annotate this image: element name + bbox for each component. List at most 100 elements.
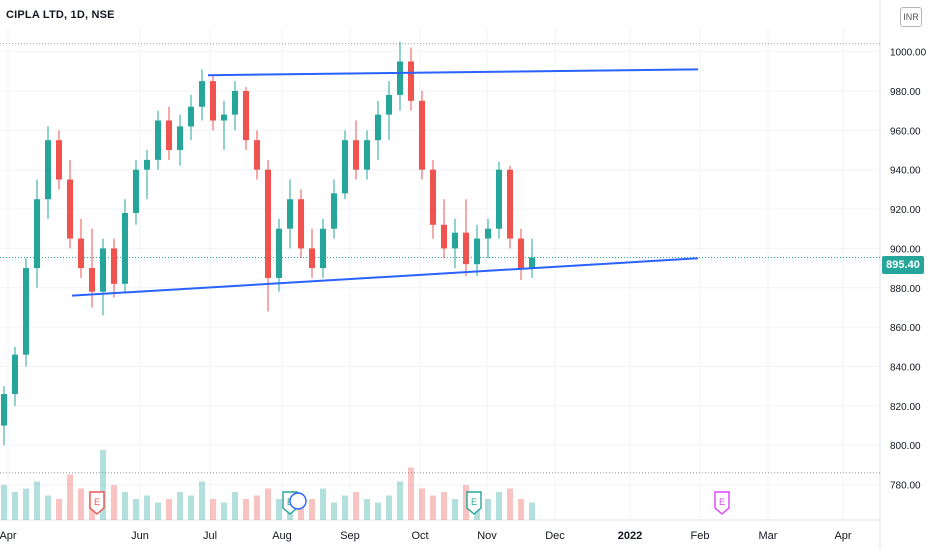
volume-bar <box>440 492 448 520</box>
candle-body <box>22 268 30 355</box>
volume-bar <box>187 495 195 520</box>
x-tick-label: Apr <box>0 530 17 542</box>
candle-body <box>352 140 360 170</box>
candle-body <box>11 354 19 395</box>
candle-body <box>330 193 338 229</box>
candle-body <box>165 120 173 151</box>
candle-body <box>88 268 96 292</box>
volume-bar <box>66 474 74 520</box>
volume-bar <box>352 492 360 520</box>
candle-body <box>418 100 426 170</box>
x-tick-label: Jun <box>131 530 149 542</box>
candle-body <box>407 61 415 101</box>
y-tick-label: 1000.00 <box>890 48 927 59</box>
candle-body <box>44 140 52 200</box>
candle-body <box>220 114 228 121</box>
volume-bar <box>264 488 272 520</box>
volume-bar <box>231 492 239 520</box>
candle-body <box>121 212 129 284</box>
candle-body <box>374 114 382 141</box>
earnings-marker-label: E <box>471 497 477 507</box>
candle-body <box>264 169 272 278</box>
volume-bar <box>242 499 250 520</box>
volume-bar <box>55 499 63 520</box>
candle-body <box>363 140 371 170</box>
volume-bar <box>22 488 30 520</box>
candle-body <box>319 228 327 269</box>
candle-body <box>506 169 514 239</box>
volume-bar <box>517 499 525 520</box>
volume-bar <box>209 499 217 520</box>
volume-bar <box>132 499 140 520</box>
x-tick-label: Oct <box>411 530 428 542</box>
volume-bar <box>154 502 162 520</box>
x-tick-label: Nov <box>477 530 497 542</box>
candle-body <box>154 120 162 160</box>
volume-bar <box>77 488 85 520</box>
volume-bar <box>165 499 173 520</box>
volume-bar <box>341 495 349 520</box>
candle-body <box>341 140 349 194</box>
candle-body <box>0 394 8 426</box>
volume-bar <box>374 502 382 520</box>
candle-body <box>242 90 250 141</box>
candle-body <box>209 81 217 121</box>
candle-body <box>396 61 404 95</box>
candle-body <box>198 81 206 107</box>
candle-body <box>275 228 283 278</box>
volume-bar <box>319 488 327 520</box>
candle-body <box>132 169 140 213</box>
x-tick-label: Jul <box>203 530 217 542</box>
y-tick-label: 780.00 <box>890 481 921 492</box>
y-tick-label: 800.00 <box>890 441 921 452</box>
volume-bar <box>44 495 52 520</box>
volume-bar <box>143 495 151 520</box>
volume-bar <box>11 492 19 520</box>
earnings-marker-icon <box>714 491 730 515</box>
volume-bar <box>396 481 404 520</box>
earnings-marker-label: E <box>719 497 725 507</box>
volume-bar <box>429 495 437 520</box>
candle-body <box>528 257 536 269</box>
y-tick-label: 960.00 <box>890 126 921 137</box>
x-tick-label: Sep <box>340 530 360 542</box>
candle-body <box>297 199 305 249</box>
candle-body <box>253 140 261 170</box>
volume-bar <box>330 502 338 520</box>
x-tick-label: Aug <box>272 530 292 542</box>
dividend-marker-icon <box>289 492 307 510</box>
candle-body <box>462 232 470 265</box>
currency-badge[interactable]: INR <box>900 7 922 27</box>
x-tick-label: Feb <box>691 530 710 542</box>
volume-bar <box>385 495 393 520</box>
volume-bar <box>363 499 371 520</box>
candle-body <box>55 140 63 180</box>
candle-body <box>517 238 525 269</box>
volume-bar <box>418 488 426 520</box>
candle-body <box>385 94 393 115</box>
volume-bar <box>220 502 228 520</box>
volume-bar <box>506 488 514 520</box>
volume-bar <box>110 485 118 520</box>
candle-body <box>66 179 74 239</box>
y-tick-label: 820.00 <box>890 402 921 413</box>
y-tick-label: 920.00 <box>890 205 921 216</box>
candle-body <box>451 232 459 249</box>
candle-body <box>440 224 448 249</box>
volume-bar <box>462 485 470 520</box>
volume-bar <box>275 499 283 520</box>
x-tick-label: Mar <box>759 530 778 542</box>
volume-bar <box>407 467 415 520</box>
volume-bar <box>121 492 129 520</box>
y-tick-label: 900.00 <box>890 244 921 255</box>
candle-body <box>484 228 492 239</box>
volume-bar <box>253 495 261 520</box>
candle-body <box>495 169 503 229</box>
earnings-marker-label: E <box>94 497 100 507</box>
volume-bar <box>528 502 536 520</box>
candle-body <box>286 199 294 229</box>
candle-body <box>143 159 151 170</box>
candle-body <box>308 248 316 269</box>
